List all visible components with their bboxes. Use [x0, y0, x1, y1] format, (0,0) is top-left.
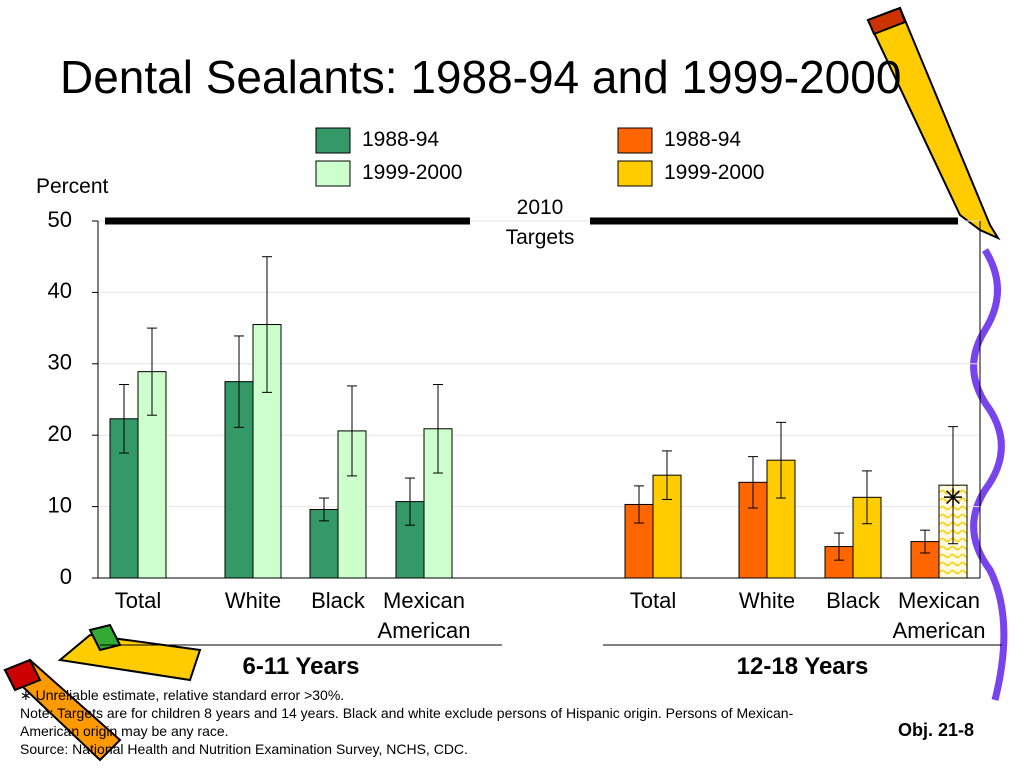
x-tick-label: Total — [114, 588, 162, 613]
unreliable-marker — [946, 490, 960, 505]
y-tick-label: 10 — [48, 492, 72, 517]
legend-swatch — [617, 160, 653, 187]
group-label: 12-18 Years — [736, 653, 869, 680]
x-tick-label: White — [738, 588, 796, 613]
legend-label: 1999-2000 — [664, 161, 765, 184]
target-label: 2010 Targets — [505, 196, 575, 249]
legend-label: 1999-2000 — [362, 161, 463, 184]
legend-swatch — [617, 127, 653, 154]
footnote: Note: Targets are for children 8 years a… — [20, 705, 794, 739]
footnotes: ∗ Unreliable estimate, relative standard… — [20, 686, 850, 758]
y-tick-label: 30 — [48, 350, 72, 375]
legend-swatch — [315, 127, 351, 154]
y-axis-label: Percent — [36, 175, 109, 198]
y-tick-label: 50 — [48, 207, 72, 232]
footnote: ∗ Unreliable estimate, relative standard… — [20, 687, 345, 703]
footnote: Source: National Health and Nutrition Ex… — [20, 741, 468, 757]
group-label: 6-11 Years — [242, 653, 360, 680]
x-tick-label: Total — [629, 588, 677, 613]
legend-label: 1988-94 — [362, 128, 440, 151]
y-tick-label: 40 — [48, 278, 72, 303]
x-tick-label: Mexican American — [892, 588, 986, 643]
x-tick-label: Mexican American — [377, 588, 471, 643]
legend-label: 1988-94 — [664, 128, 742, 151]
x-tick-label: White — [224, 588, 282, 613]
y-tick-label: 20 — [48, 421, 72, 446]
slide-title: Dental Sealants: 1988-94 and 1999-2000 — [60, 51, 902, 103]
legend-swatch — [315, 160, 351, 187]
x-tick-label: Black — [311, 588, 365, 613]
y-tick-label: 0 — [60, 564, 72, 589]
objective: Obj. 21-8 — [898, 720, 975, 740]
x-tick-label: Black — [826, 588, 880, 613]
pencil-decoration — [3, 6, 1008, 762]
